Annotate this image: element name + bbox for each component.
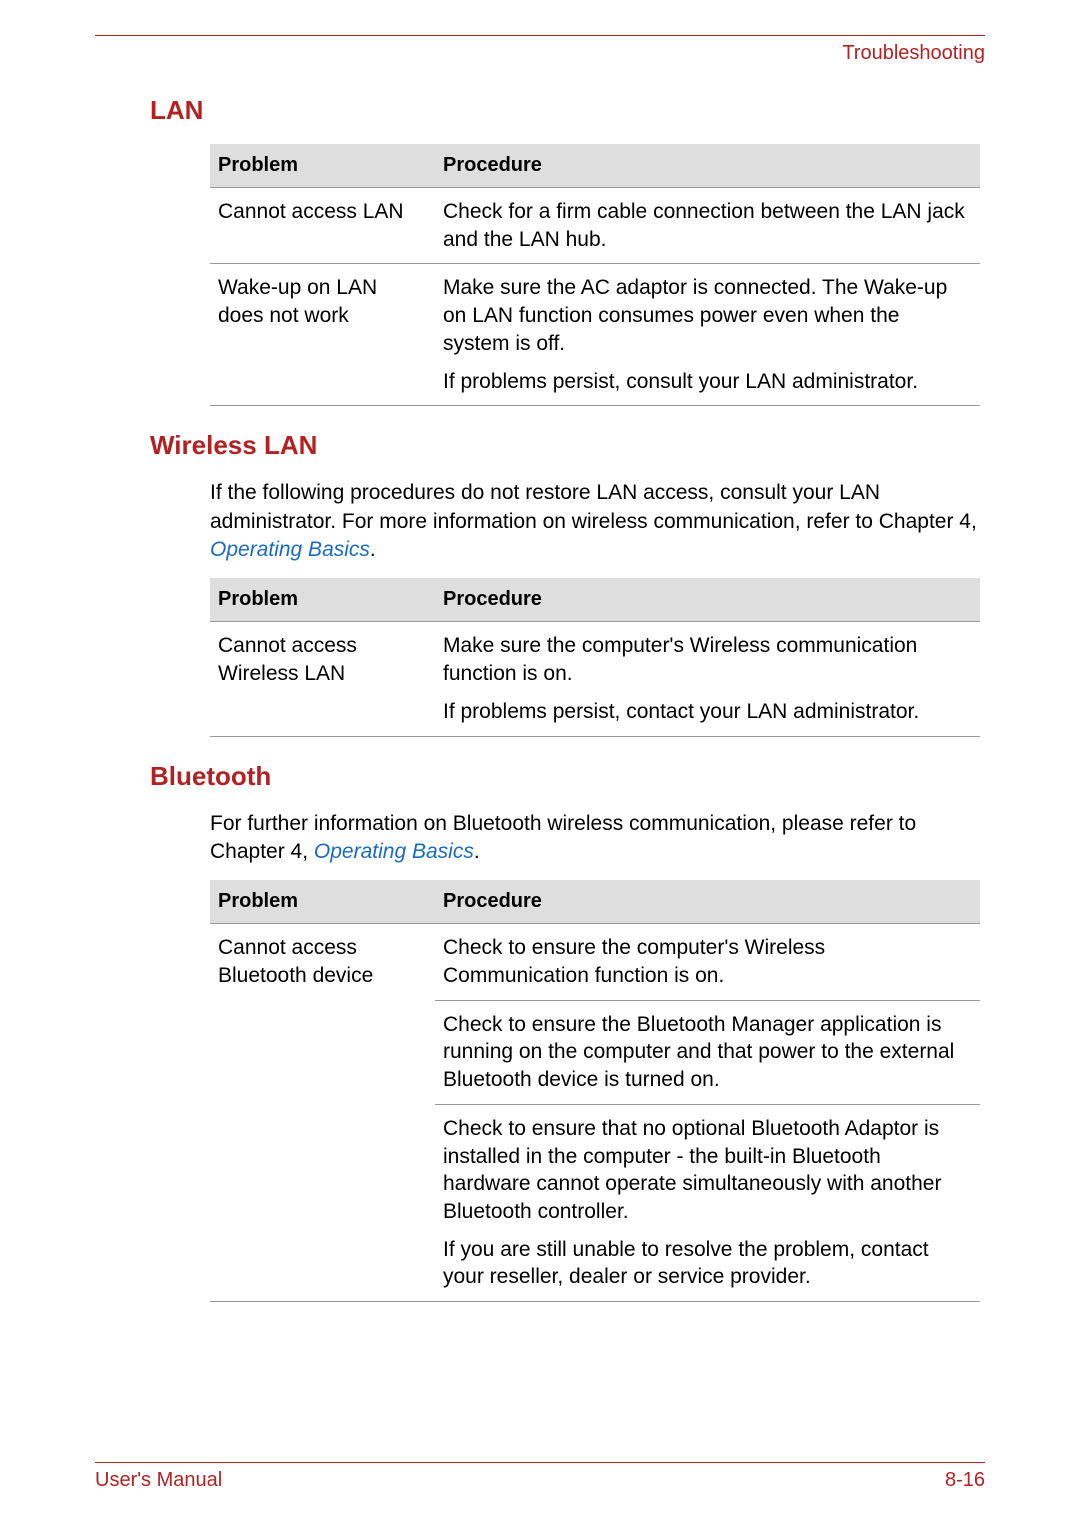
procedure-text: Check to ensure the computer's Wireless … (443, 934, 970, 989)
table-row: Cannot access Bluetooth device Check to … (210, 924, 980, 1000)
cell-problem: Cannot access Bluetooth device (210, 924, 435, 1000)
table-row: Cannot access LAN Check for a firm cable… (210, 188, 980, 264)
intro-text-post: . (474, 840, 480, 863)
intro-text-pre: If the following procedures do not resto… (210, 481, 977, 532)
table-row: Wake-up on LAN does not work Make sure t… (210, 264, 980, 406)
col-header-procedure: Procedure (435, 880, 980, 924)
table-row: Cannot access Wireless LAN Make sure the… (210, 622, 980, 736)
cell-problem: Wake-up on LAN does not work (210, 264, 435, 406)
procedure-text: Check for a firm cable connection betwee… (443, 198, 970, 253)
procedure-text: If problems persist, consult your LAN ad… (443, 368, 970, 396)
footer-manual-label: User's Manual (95, 1469, 222, 1492)
cell-problem: Cannot access Wireless LAN (210, 622, 435, 736)
col-header-procedure: Procedure (435, 144, 980, 188)
table-bluetooth: Problem Procedure Cannot access Bluetoot… (210, 880, 980, 1302)
heading-wireless-lan: Wireless LAN (150, 430, 985, 461)
cell-procedure: Check to ensure the Bluetooth Manager ap… (435, 1000, 980, 1104)
procedure-text: Check to ensure the Bluetooth Manager ap… (443, 1011, 970, 1094)
cell-procedure: Check to ensure the computer's Wireless … (435, 924, 980, 1000)
header-section-name: Troubleshooting (95, 42, 985, 65)
intro-wireless-lan: If the following procedures do not resto… (210, 479, 985, 564)
procedure-text: Make sure the AC adaptor is connected. T… (443, 274, 970, 357)
heading-bluetooth: Bluetooth (150, 761, 985, 792)
table-header-row: Problem Procedure (210, 144, 980, 188)
table-lan: Problem Procedure Cannot access LAN Chec… (210, 144, 980, 406)
col-header-problem: Problem (210, 578, 435, 622)
footer-page-number: 8-16 (945, 1469, 985, 1492)
cell-procedure: Make sure the AC adaptor is connected. T… (435, 264, 980, 406)
procedure-text: If problems persist, contact your LAN ad… (443, 698, 970, 726)
link-operating-basics[interactable]: Operating Basics (314, 840, 474, 863)
table-row: Check to ensure the Bluetooth Manager ap… (210, 1000, 980, 1104)
cell-problem: Cannot access LAN (210, 188, 435, 264)
cell-procedure: Check to ensure that no optional Bluetoo… (435, 1104, 980, 1301)
intro-text-post: . (370, 538, 376, 561)
heading-lan: LAN (150, 95, 985, 126)
col-header-procedure: Procedure (435, 578, 980, 622)
cell-problem-empty (210, 1000, 435, 1104)
cell-problem-empty (210, 1104, 435, 1301)
link-operating-basics[interactable]: Operating Basics (210, 538, 370, 561)
procedure-text: If you are still unable to resolve the p… (443, 1236, 970, 1291)
table-header-row: Problem Procedure (210, 578, 980, 622)
cell-procedure: Make sure the computer's Wireless commun… (435, 622, 980, 736)
page-content: Troubleshooting LAN Problem Procedure Ca… (0, 0, 1080, 1340)
intro-bluetooth: For further information on Bluetooth wir… (210, 810, 985, 867)
table-row: Check to ensure that no optional Bluetoo… (210, 1104, 980, 1301)
header-rule (95, 35, 985, 36)
col-header-problem: Problem (210, 880, 435, 924)
procedure-text: Check to ensure that no optional Bluetoo… (443, 1115, 970, 1226)
procedure-text: Make sure the computer's Wireless commun… (443, 632, 970, 687)
table-header-row: Problem Procedure (210, 880, 980, 924)
col-header-problem: Problem (210, 144, 435, 188)
table-wireless-lan: Problem Procedure Cannot access Wireless… (210, 578, 980, 736)
page-footer: User's Manual 8-16 (95, 1462, 985, 1492)
cell-procedure: Check for a firm cable connection betwee… (435, 188, 980, 264)
